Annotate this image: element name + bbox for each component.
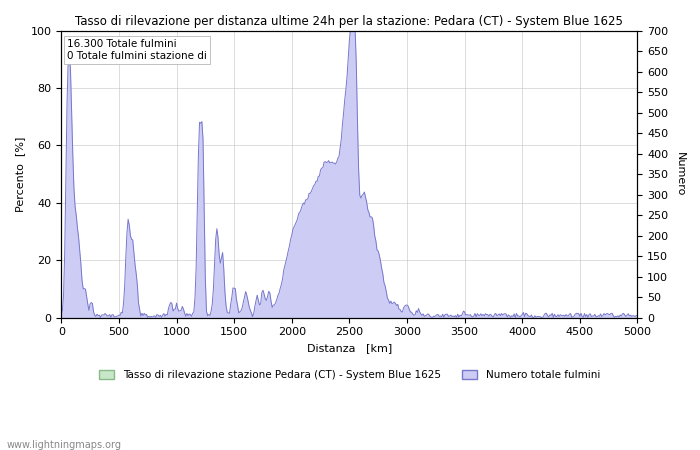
Text: 16.300 Totale fulmini
0 Totale fulmini stazione di: 16.300 Totale fulmini 0 Totale fulmini s… bbox=[67, 39, 207, 61]
Y-axis label: Percento  [%]: Percento [%] bbox=[15, 136, 25, 212]
Title: Tasso di rilevazione per distanza ultime 24h per la stazione: Pedara (CT) - Syst: Tasso di rilevazione per distanza ultime… bbox=[76, 15, 623, 28]
Legend: Tasso di rilevazione stazione Pedara (CT) - System Blue 1625, Numero totale fulm: Tasso di rilevazione stazione Pedara (CT… bbox=[94, 365, 604, 384]
X-axis label: Distanza   [km]: Distanza [km] bbox=[307, 343, 392, 353]
Text: www.lightningmaps.org: www.lightningmaps.org bbox=[7, 440, 122, 450]
Y-axis label: Numero: Numero bbox=[675, 152, 685, 196]
